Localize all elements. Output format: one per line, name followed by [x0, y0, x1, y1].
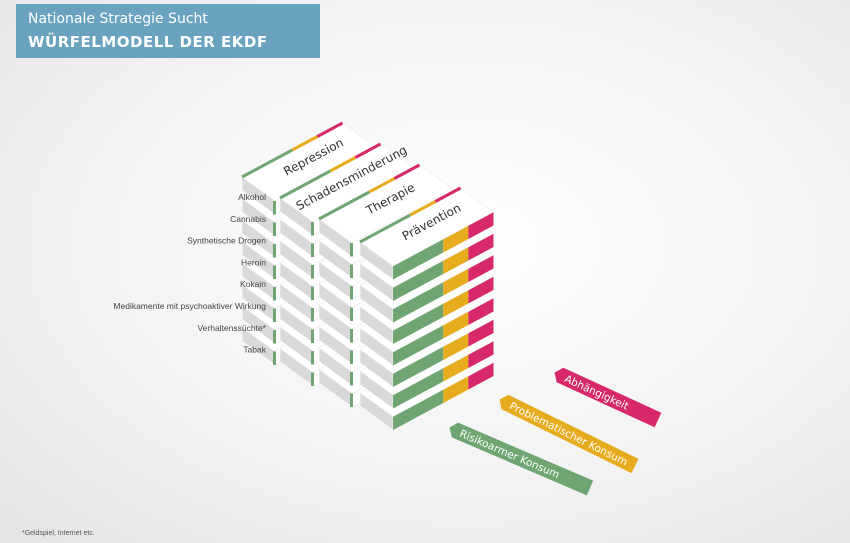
slab-edge-strip	[350, 329, 353, 343]
substance-label: Tabak	[243, 345, 266, 355]
ribbon-shape	[449, 422, 594, 496]
slab-edge-strip	[350, 243, 353, 257]
slab-edge-strip	[273, 351, 276, 365]
title: Nationale Strategie Sucht	[28, 11, 208, 27]
slab-front-band	[393, 368, 444, 409]
slab-edge-strip	[273, 244, 276, 258]
top-stripe	[354, 142, 382, 159]
slab-edge-strip	[350, 264, 353, 278]
substance-label: Medikamente mit psychoaktiver Wirkung	[113, 301, 266, 311]
ribbon-shape	[554, 367, 662, 428]
slab-edge-strip	[311, 286, 314, 300]
slab-edge-strip	[273, 287, 276, 301]
top-stripe	[318, 190, 370, 221]
consumption-label: Risikoarmer Konsum	[458, 428, 561, 481]
slab-edge-strip	[273, 222, 276, 236]
slab-front-band	[393, 346, 444, 387]
slab-front-band	[443, 333, 469, 360]
substance-label: Cannabis	[230, 214, 266, 224]
slab-edge-strip	[273, 265, 276, 279]
slab-front-band	[468, 341, 494, 368]
slab-front-band	[468, 362, 494, 390]
consumption-label: Abhängigkeit	[563, 373, 631, 413]
substance-label: Heroin	[241, 257, 266, 267]
slab-edge-strip	[350, 307, 353, 321]
top-stripe	[279, 169, 331, 200]
top-stripe	[291, 135, 319, 152]
top-stripe	[409, 200, 437, 217]
title-box: Nationale Strategie Sucht WÜRFELMODELL D…	[16, 4, 320, 58]
slab-edge-strip	[311, 351, 314, 365]
slab-edge-strip	[350, 393, 353, 407]
slab-front-band	[443, 247, 469, 274]
slab-edge-strip	[311, 222, 314, 236]
substance-label: Synthetische Drogen	[187, 236, 266, 246]
slab-edge-strip	[311, 308, 314, 322]
slab-front-band	[443, 354, 469, 382]
slab-edge-strip	[273, 330, 276, 344]
consumption-ribbon: Abhängigkeit	[554, 367, 662, 428]
slab-edge-strip	[273, 201, 276, 215]
subtitle: WÜRFELMODELL DER EKDF	[28, 33, 268, 51]
slab-front-band	[468, 212, 494, 239]
slab-edge-strip	[350, 372, 353, 386]
slab-front-band	[443, 311, 469, 339]
slab-edge-strip	[311, 329, 314, 343]
top-stripe	[241, 148, 293, 179]
slab-front-band	[468, 255, 494, 282]
slab-edge-strip	[350, 286, 353, 300]
slab-front-band	[443, 268, 469, 296]
slab-front-band	[393, 325, 444, 366]
cube-stack: RepressionSchadensminderungTherapiePräve…	[241, 121, 495, 431]
slab-front-band	[468, 276, 494, 304]
slab-front-band	[393, 282, 444, 323]
ribbon-shape	[499, 394, 639, 474]
top-stripe	[316, 121, 344, 138]
slab-edge-strip	[311, 372, 314, 386]
substance-label: Verhaltenssüchte*	[197, 323, 266, 333]
top-stripe	[368, 177, 396, 194]
slab-front-band	[443, 290, 469, 317]
slab-front-band	[393, 303, 444, 344]
footnote: *Geldspiel, Internet etc.	[22, 530, 95, 537]
slab-front-band	[393, 260, 444, 301]
substance-label: Kokain	[240, 279, 266, 289]
slab-front-band	[468, 233, 494, 261]
slab-front-band	[443, 376, 469, 403]
slab-edge-strip	[350, 350, 353, 364]
slab-front-band	[468, 319, 494, 347]
slab-front-band	[443, 225, 469, 253]
slab-edge-strip	[311, 265, 314, 279]
slab-edge-strip	[273, 308, 276, 322]
top-stripe	[434, 186, 462, 203]
top-stripe	[393, 163, 421, 180]
slab-edge-strip	[311, 243, 314, 257]
top-stripe	[359, 213, 411, 244]
substance-label: Alkohol	[238, 192, 266, 202]
top-stripe	[329, 156, 357, 173]
slab-front-band	[393, 239, 444, 280]
slab-front-band	[393, 389, 444, 430]
slab-front-band	[468, 298, 494, 325]
